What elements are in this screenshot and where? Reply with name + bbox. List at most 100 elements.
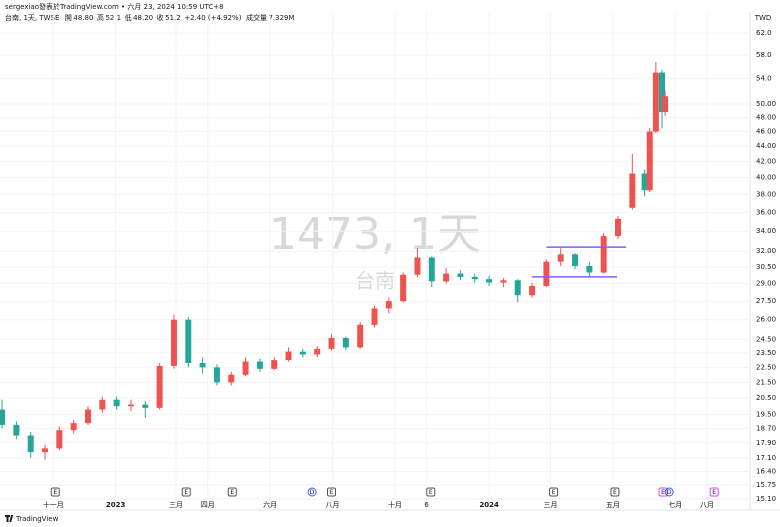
candle-body — [99, 399, 106, 410]
y-tick-label: 46.00 — [756, 128, 776, 136]
candle-body — [385, 301, 392, 309]
y-tick-label: 38.00 — [756, 191, 776, 199]
legend-text: 48.80 — [73, 14, 93, 22]
candle-body — [557, 254, 564, 262]
y-tick-label: 21.50 — [756, 378, 776, 386]
candle-body — [170, 319, 177, 366]
y-tick-label: 16.40 — [756, 468, 776, 476]
event-badge — [307, 487, 317, 497]
candle-body — [27, 435, 34, 453]
candle-body — [113, 399, 120, 407]
y-tick-label: 40.00 — [756, 174, 776, 182]
legend: 台南, 1天, TWSE 開 48.80 高 52.1 低 48.20 收 51.2 +2.40 … — [5, 13, 295, 22]
y-tick-label: 17.90 — [756, 439, 776, 447]
event-badge — [227, 487, 237, 497]
candle-body — [659, 72, 666, 113]
candle-body — [70, 423, 77, 431]
y-tick-label: 44.00 — [756, 142, 776, 150]
legend-text: 52.1 — [105, 14, 121, 22]
y-tick-label: 26.00 — [756, 316, 776, 324]
candle-body — [471, 276, 478, 280]
y-tick-label: 19.50 — [756, 411, 776, 419]
y-tick-label: 27.50 — [756, 297, 776, 305]
y-tick-label: 22.50 — [756, 363, 776, 371]
candle-body — [371, 308, 378, 325]
event-badge — [658, 487, 668, 497]
legend-text: 高 — [97, 13, 104, 22]
candle-body — [0, 409, 6, 425]
event-label: D — [310, 489, 315, 496]
candle-body — [414, 257, 421, 275]
event-badge — [426, 487, 436, 497]
x-tick-label: 6 — [424, 501, 429, 509]
y-tick-label: 20.50 — [756, 394, 776, 402]
legend-text: 成交量 — [246, 13, 267, 22]
y-tick-label: 30.50 — [756, 263, 776, 271]
y-tick-label: 29.00 — [756, 280, 776, 288]
x-tick-label: 五月 — [606, 501, 620, 509]
candle-body — [486, 279, 493, 283]
candle-body — [271, 360, 278, 369]
candle-body — [641, 173, 648, 191]
legend-text: +2.40 (+4.92%) — [184, 14, 242, 22]
event-label: E — [429, 489, 433, 496]
event-label: E — [330, 489, 334, 496]
event-label: E — [613, 489, 617, 496]
y-tick-label: 34.00 — [756, 227, 776, 235]
candle-body — [646, 131, 653, 191]
brand: TradingView — [5, 515, 59, 523]
candle-body — [629, 173, 636, 208]
brand-name: TradingView — [15, 515, 59, 523]
x-tick-label: 2023 — [106, 501, 126, 509]
candle-body — [600, 236, 607, 273]
candle-body — [42, 448, 49, 453]
legend-text: 開 — [65, 14, 72, 22]
candle-body — [342, 337, 349, 348]
brand-logo — [5, 515, 14, 522]
candle-body — [185, 319, 192, 364]
y-tick-label: 15.10 — [756, 495, 776, 503]
y-tick-label: 36.00 — [756, 208, 776, 216]
event-label: E — [184, 489, 188, 496]
x-tick-label: 三月 — [543, 501, 557, 509]
watermark: 1473, 1天 — [269, 209, 481, 260]
y-tick-label: 23.50 — [756, 349, 776, 357]
y-tick-label: 62.0 — [756, 29, 772, 37]
x-tick-label: 八月 — [700, 501, 714, 509]
legend-text: 低 — [125, 13, 132, 22]
candle-body — [514, 280, 521, 296]
event-badge — [610, 487, 620, 497]
y-tick-label: 54.0 — [756, 75, 772, 83]
candle-body — [84, 409, 91, 424]
x-tick-label: 十月 — [388, 500, 402, 509]
y-tick-label: 50.00 — [756, 100, 776, 108]
event-label: E — [712, 489, 716, 496]
candle-body — [127, 404, 134, 407]
x-tick-label: 七月 — [668, 500, 682, 509]
candle-body — [156, 365, 163, 408]
event-badge — [664, 487, 674, 497]
legend-text: 收 — [157, 13, 164, 22]
author: sergexiao發表於TradingView.com • 六月 23, 202… — [5, 2, 224, 11]
y-tick-label: 58.0 — [756, 51, 772, 59]
event-badge — [549, 487, 559, 497]
event-label: E — [552, 489, 556, 496]
event-label: D — [667, 489, 672, 496]
candle-body — [242, 361, 249, 375]
event-badge — [50, 487, 60, 497]
candle-body — [400, 274, 407, 302]
x-tick-label: 三月 — [169, 501, 183, 509]
currency: TWD — [754, 14, 772, 22]
candle-body — [256, 361, 263, 369]
watermark-sub: 台南 — [355, 269, 395, 293]
candle-body — [13, 424, 20, 436]
candle-body — [457, 273, 464, 277]
event-label: E — [661, 489, 665, 496]
candle-body — [199, 363, 206, 368]
x-tick-label: 六月 — [263, 500, 277, 509]
candle-body — [662, 96, 669, 113]
x-tick-label: 2024 — [479, 501, 499, 509]
event-label: E — [230, 489, 234, 496]
candle-body — [328, 337, 335, 349]
